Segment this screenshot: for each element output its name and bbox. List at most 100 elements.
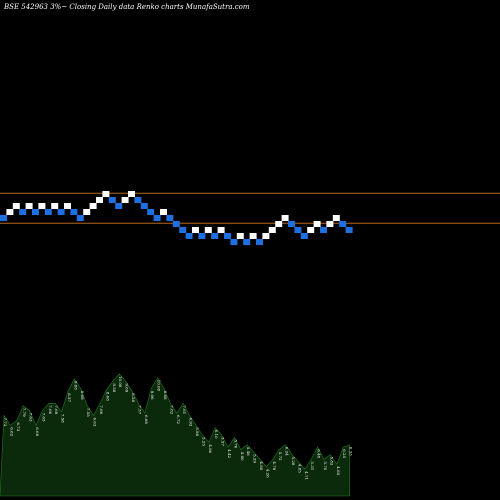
- renko-brick: [243, 239, 251, 245]
- renko-brick: [230, 239, 238, 245]
- renko-brick: [153, 215, 161, 221]
- volume-label: 5.70: [323, 461, 328, 470]
- volume-label: 7.66: [48, 405, 53, 414]
- volume-label: 6.68: [35, 427, 40, 436]
- volume-label: 4.80: [240, 452, 245, 461]
- volume-label: 5.28: [291, 457, 296, 466]
- volume-label: 4.71: [304, 471, 309, 480]
- volume-label: 5.72: [278, 452, 283, 461]
- volume-label: 9.06: [150, 391, 155, 400]
- volume-area: [0, 373, 350, 497]
- volume-panel: [0, 373, 350, 497]
- renko-brick: [83, 209, 91, 215]
- volume-label: 7.61: [182, 405, 187, 414]
- renko-brick: [198, 233, 206, 239]
- renko-brick: [185, 233, 193, 239]
- volume-label: 7.69: [54, 405, 59, 414]
- renko-brick: [102, 191, 110, 197]
- renko-brick: [25, 203, 33, 209]
- volume-labels: 7.736.626.737.797.636.687.657.66 7.697.58…: [3, 376, 354, 480]
- volume-label: 6.73: [16, 422, 21, 431]
- renko-brick: [192, 227, 199, 233]
- chart-title: BSE 542963 3%~ Closing Daily data Renko …: [3, 3, 250, 11]
- volume-label: 5.57: [221, 437, 226, 446]
- renko-brick: [281, 215, 289, 221]
- renko-brick: [96, 197, 103, 203]
- renko-brick: [256, 239, 263, 245]
- volume-label: 8.68: [105, 392, 110, 401]
- renko-brick: [121, 197, 129, 203]
- volume-label: 6.24: [285, 447, 290, 456]
- volume-label: 6.10: [214, 430, 219, 439]
- reference-lines: [0, 192, 500, 224]
- renko-brick: [57, 209, 65, 215]
- volume-label: 7.55: [86, 408, 91, 417]
- renko-brick: [128, 191, 135, 197]
- renko-brick: [32, 209, 39, 215]
- renko-brick: [0, 215, 7, 221]
- volume-label: 5.25: [201, 437, 206, 446]
- volume-label: 4.85: [297, 464, 302, 473]
- renko-brick: [115, 203, 123, 209]
- volume-label: 6.72: [176, 415, 181, 424]
- renko-brick: [51, 203, 59, 209]
- volume-label: 5.29: [253, 454, 258, 463]
- volume-label: 6.92: [189, 417, 194, 426]
- renko-brick: [300, 233, 308, 239]
- renko-brick: [211, 233, 219, 239]
- volume-label: 4.78: [272, 461, 277, 470]
- renko-brick: [294, 227, 302, 233]
- renko-brick: [262, 233, 270, 239]
- renko-brick: [64, 203, 71, 209]
- volume-label: 4.26: [265, 469, 270, 478]
- renko-brick: [307, 227, 315, 233]
- renko-brick: [70, 209, 78, 215]
- renko-brick: [313, 221, 321, 227]
- volume-label: 6.25: [342, 449, 347, 458]
- volume-label: 8.68: [163, 391, 168, 400]
- volume-label: 8.58: [131, 393, 136, 402]
- renko-brick: [288, 221, 295, 227]
- volume-label: 6.62: [9, 427, 14, 436]
- renko-bricks: [0, 191, 353, 245]
- volume-label: 9.58: [112, 383, 117, 392]
- renko-brick: [160, 209, 167, 215]
- renko-brick: [38, 203, 46, 209]
- renko-brick: [172, 221, 180, 227]
- renko-brick: [134, 197, 142, 203]
- volume-label: 4.86: [208, 444, 213, 453]
- renko-brick: [12, 203, 20, 209]
- renko-brick: [326, 221, 334, 227]
- renko-brick: [332, 215, 340, 221]
- volume-label: 7.66: [99, 405, 104, 414]
- renko-brick: [339, 221, 347, 227]
- renko-brick: [76, 215, 84, 221]
- renko-brick: [249, 233, 257, 239]
- volume-label: 9.69: [125, 383, 130, 392]
- volume-label: 7.65: [41, 413, 46, 422]
- volume-label: 5.82: [329, 457, 334, 466]
- renko-brick: [217, 227, 225, 233]
- volume-label: 7.73: [3, 417, 8, 426]
- renko-brick: [44, 209, 52, 215]
- volume-label: 5.98: [195, 427, 200, 436]
- volume-label: 10.08: [118, 376, 123, 388]
- volume-label: 5.31: [310, 461, 315, 470]
- volume-label: 7.57: [137, 405, 142, 414]
- renko-brick: [89, 203, 97, 209]
- volume-label: 4.42: [227, 449, 232, 458]
- volume-label: 8.57: [67, 393, 72, 402]
- volume-label: 6.68: [144, 415, 149, 424]
- renko-brick: [19, 209, 27, 215]
- volume-label: 8.69: [80, 391, 85, 400]
- renko-brick: [320, 227, 327, 233]
- volume-label: 7.79: [22, 408, 27, 417]
- renko-brick: [179, 227, 187, 233]
- volume-label: 9.88: [73, 381, 78, 390]
- renko-brick: [166, 215, 174, 221]
- renko-brick: [345, 227, 353, 233]
- volume-label: 6.48: [317, 449, 322, 458]
- volume-label: 6.33: [349, 447, 354, 456]
- renko-brick: [236, 233, 244, 239]
- volume-label: 5.76: [233, 439, 238, 448]
